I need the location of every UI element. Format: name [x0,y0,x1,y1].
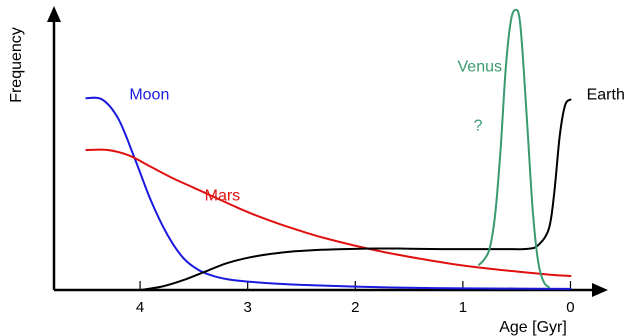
series-label-moon: Moon [129,87,169,104]
series-label-mars: Mars [205,187,241,204]
x-tick-label: 4 [136,299,144,316]
annotation-label: ? [474,117,483,134]
series-line-moon [85,96,572,290]
series-line-mars [85,148,572,277]
series-lines [85,8,572,291]
y-axis-arrow [47,6,61,22]
x-tick-label: 0 [566,299,574,316]
x-tick-label: 1 [459,299,467,316]
x-tick-label: 2 [351,299,359,316]
series-line-venus [478,8,550,289]
series-labels: Moon Mars Earth Venus? [129,59,625,205]
series-label-earth: Earth [587,87,625,104]
series-label-venus: Venus [458,59,502,76]
x-axis-arrow [592,283,608,297]
y-axis-label: Frequency [8,27,25,103]
x-tick-label: 3 [244,299,252,316]
x-axis-label: Age [Gyr] [499,319,567,336]
series-line-earth [139,98,572,291]
